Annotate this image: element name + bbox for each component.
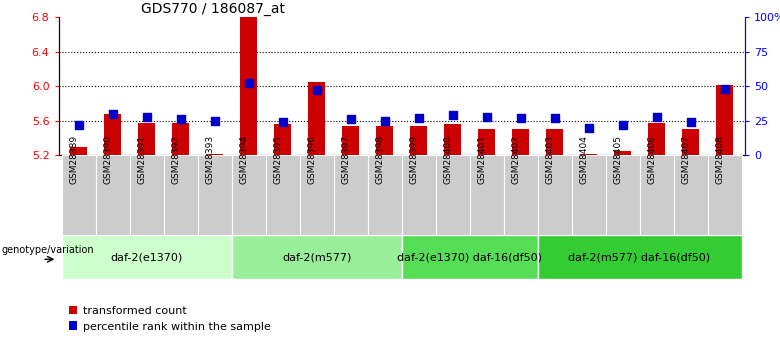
Bar: [614, 151, 631, 155]
Text: GSM28398: GSM28398: [376, 135, 385, 184]
Bar: [70, 147, 87, 155]
Bar: [512, 129, 529, 155]
Bar: [266, 155, 300, 235]
Point: [345, 117, 357, 122]
Point: [243, 81, 255, 86]
Bar: [537, 155, 572, 235]
Bar: [105, 114, 122, 155]
Text: GSM28407: GSM28407: [682, 135, 690, 184]
Text: GSM28403: GSM28403: [546, 135, 555, 184]
Text: GSM28408: GSM28408: [715, 135, 725, 184]
Bar: [537, 235, 742, 279]
Point: [378, 118, 391, 124]
Bar: [682, 129, 699, 155]
Point: [684, 119, 697, 125]
Text: GSM28393: GSM28393: [206, 135, 215, 184]
Point: [310, 88, 323, 93]
Text: GSM28399: GSM28399: [410, 135, 419, 184]
Bar: [308, 82, 325, 155]
Point: [446, 112, 459, 118]
Bar: [129, 155, 164, 235]
Point: [548, 115, 561, 121]
Bar: [198, 155, 232, 235]
Bar: [164, 155, 198, 235]
Bar: [580, 154, 597, 155]
Point: [616, 122, 629, 128]
Point: [208, 118, 221, 124]
Text: GSM28401: GSM28401: [477, 135, 487, 184]
Text: GSM28391: GSM28391: [138, 135, 147, 184]
Bar: [402, 155, 436, 235]
Text: GSM28405: GSM28405: [614, 135, 622, 184]
Text: GSM28406: GSM28406: [647, 135, 657, 184]
Bar: [376, 126, 393, 155]
Bar: [232, 155, 266, 235]
Text: GSM28396: GSM28396: [308, 135, 317, 184]
Bar: [334, 155, 367, 235]
Legend: transformed count, percentile rank within the sample: transformed count, percentile rank withi…: [64, 301, 275, 336]
Bar: [240, 17, 257, 155]
Text: GSM28397: GSM28397: [342, 135, 351, 184]
Point: [277, 119, 289, 125]
Point: [413, 115, 425, 121]
Text: GSM28394: GSM28394: [239, 135, 249, 184]
Point: [514, 115, 526, 121]
Bar: [470, 155, 504, 235]
Bar: [436, 155, 470, 235]
Text: GSM28390: GSM28390: [104, 135, 113, 184]
Point: [718, 86, 731, 92]
Bar: [546, 129, 563, 155]
Point: [651, 114, 663, 119]
Text: GSM28392: GSM28392: [172, 135, 181, 184]
Bar: [138, 123, 155, 155]
Bar: [504, 155, 537, 235]
Bar: [707, 155, 742, 235]
Text: GSM28402: GSM28402: [512, 135, 520, 184]
Text: GSM28395: GSM28395: [274, 135, 283, 184]
Bar: [367, 155, 402, 235]
Point: [583, 125, 595, 130]
Text: GDS770 / 186087_at: GDS770 / 186087_at: [141, 2, 285, 16]
Bar: [300, 155, 334, 235]
Text: daf-2(m577): daf-2(m577): [282, 252, 352, 262]
Bar: [572, 155, 605, 235]
Bar: [478, 129, 495, 155]
Bar: [605, 155, 640, 235]
Point: [73, 122, 85, 128]
Bar: [410, 126, 427, 155]
Bar: [96, 155, 129, 235]
Text: daf-2(e1370) daf-16(df50): daf-2(e1370) daf-16(df50): [397, 252, 542, 262]
Point: [480, 114, 493, 119]
Bar: [674, 155, 707, 235]
Bar: [172, 123, 190, 155]
Text: genotype/variation: genotype/variation: [1, 245, 94, 255]
Bar: [444, 124, 461, 155]
Point: [107, 111, 119, 117]
Text: GSM28389: GSM28389: [70, 135, 79, 184]
Bar: [402, 235, 537, 279]
Point: [140, 114, 153, 119]
Text: GSM28404: GSM28404: [580, 135, 589, 184]
Bar: [62, 155, 96, 235]
Bar: [207, 154, 223, 155]
Bar: [275, 124, 291, 155]
Text: daf-2(m577) daf-16(df50): daf-2(m577) daf-16(df50): [569, 252, 711, 262]
Bar: [232, 235, 402, 279]
Bar: [640, 155, 674, 235]
Point: [175, 117, 187, 122]
Bar: [342, 126, 360, 155]
Bar: [648, 123, 665, 155]
Bar: [716, 85, 733, 155]
Text: daf-2(e1370): daf-2(e1370): [111, 252, 183, 262]
Text: GSM28400: GSM28400: [444, 135, 452, 184]
Bar: [62, 235, 232, 279]
